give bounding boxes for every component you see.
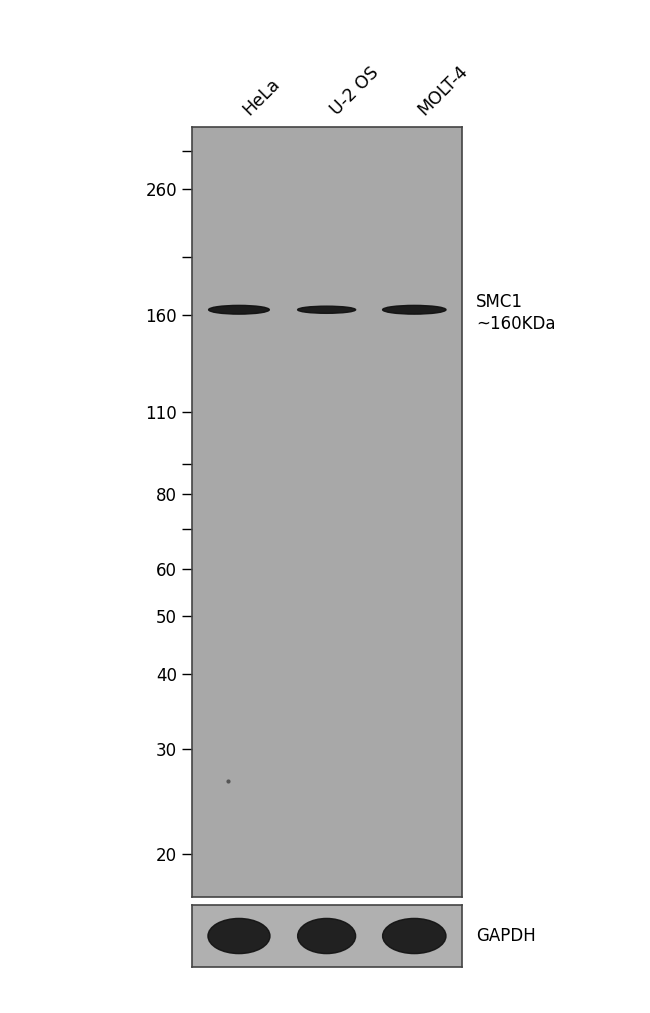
Ellipse shape: [298, 306, 356, 313]
Ellipse shape: [383, 305, 446, 314]
Text: U-2 OS: U-2 OS: [326, 63, 382, 119]
Ellipse shape: [208, 919, 270, 953]
Ellipse shape: [209, 305, 269, 314]
Text: HeLa: HeLa: [239, 75, 283, 119]
Text: SMC1: SMC1: [476, 293, 523, 311]
Ellipse shape: [383, 919, 446, 953]
Ellipse shape: [298, 919, 356, 953]
Text: ~160KDa: ~160KDa: [476, 315, 555, 333]
Text: GAPDH: GAPDH: [476, 927, 536, 945]
Text: MOLT-4: MOLT-4: [414, 62, 471, 119]
